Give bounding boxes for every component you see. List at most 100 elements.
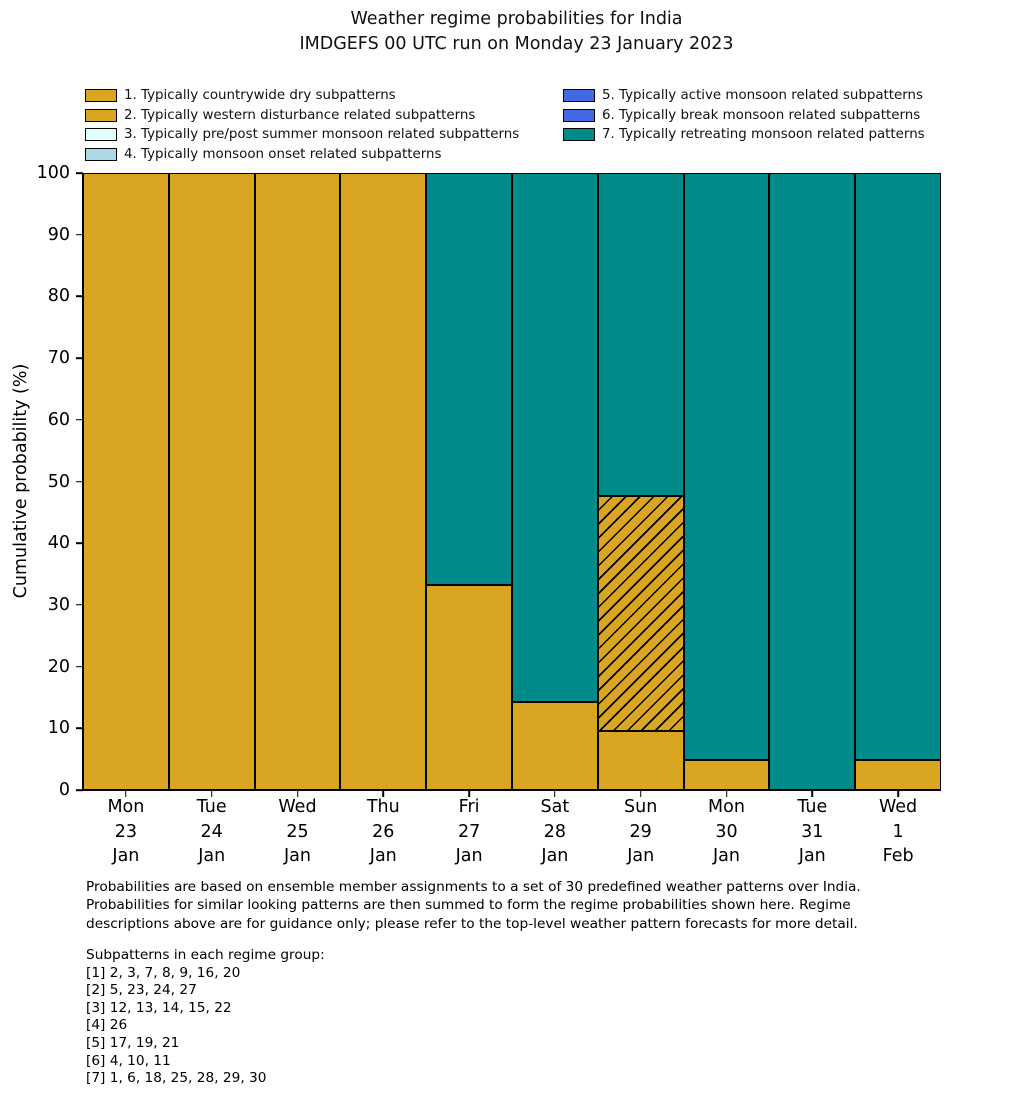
subpatterns-line: [4] 26 <box>86 1017 128 1034</box>
x-tick-label-line: Sat <box>540 797 570 817</box>
y-tick-mark <box>76 604 83 606</box>
y-tick-label: 10 <box>47 718 70 739</box>
bar-segment <box>168 173 255 790</box>
bar <box>340 173 427 790</box>
bar-segment <box>597 731 684 790</box>
y-tick-mark <box>76 233 83 236</box>
legend-swatch <box>85 148 117 162</box>
x-tick-label-line: Jan <box>713 846 740 866</box>
legend-item: 7. Typically retreating monsoon related … <box>563 125 925 145</box>
subpatterns-heading: Subpatterns in each regime group: <box>86 947 325 963</box>
x-tick-label: Mon 23 Jan <box>83 795 169 869</box>
y-tick-mark <box>76 789 83 791</box>
x-tick-label-line: Tue <box>196 797 227 817</box>
x-tick-mark <box>210 790 213 797</box>
bar-segment <box>254 173 341 790</box>
x-axis-spine <box>82 789 941 791</box>
legend-swatch <box>85 108 117 122</box>
bar <box>426 173 512 790</box>
y-tick-label: 100 <box>36 163 70 183</box>
legend-column-right: 5. Typically active monsoon related subp… <box>563 86 925 145</box>
x-tick-label-line: Jan <box>627 846 655 866</box>
legend-item: 2. Typically western disturbance related… <box>85 106 519 126</box>
y-tick-mark <box>76 357 83 359</box>
bars-container <box>83 173 941 790</box>
x-tick-label-line: Jan <box>198 846 226 866</box>
x-tick-label-line: Sun <box>624 797 658 817</box>
footer-line: Probabilities are based on ensemble memb… <box>86 879 861 895</box>
x-tick-label-line: Jan <box>455 846 483 866</box>
bar-segment <box>683 173 770 761</box>
footer-line: Probabilities for similar looking patter… <box>86 897 851 914</box>
x-tick-label: Sat 28 Jan <box>512 795 598 869</box>
x-tick-mark <box>296 790 299 797</box>
legend-item: 1. Typically countrywide dry subpatterns <box>85 86 519 106</box>
x-axis-ticks: Mon 23 Jan Tue 24 Jan Wed 25 Jan Thu 26 Jan Fri 27 Jan… <box>83 790 941 880</box>
y-tick-label: 20 <box>47 656 70 677</box>
plot-area <box>82 173 941 791</box>
y-tick-label: 80 <box>47 286 70 307</box>
x-tick-label-line: 25 <box>286 821 309 842</box>
legend-item: 6. Typically break monsoon related subpa… <box>563 106 925 126</box>
legend-label: 2. Typically western disturbance related… <box>124 107 476 123</box>
x-tick-label: Tue 24 Jan <box>169 795 255 869</box>
y-tick-mark <box>76 172 83 174</box>
x-tick-label-line: 23 <box>114 821 138 842</box>
x-tick-mark <box>725 790 728 797</box>
y-tick-label: 40 <box>47 533 70 554</box>
x-tick-label-line: 28 <box>543 821 567 842</box>
y-tick-label: 60 <box>47 409 70 430</box>
bar-segment <box>83 173 169 790</box>
bar-segment <box>511 173 598 702</box>
legend-swatch <box>563 89 595 103</box>
legend-item: 5. Typically active monsoon related subp… <box>563 86 925 106</box>
x-tick-label-line: 29 <box>629 821 652 842</box>
x-tick-mark <box>897 790 899 797</box>
bar <box>597 173 684 790</box>
legend-swatch <box>563 108 595 122</box>
bar <box>168 173 255 790</box>
x-tick-label-line: Tue <box>797 797 828 817</box>
y-tick-mark <box>76 480 83 483</box>
chart-title-block: Weather regime probabilities for India I… <box>0 7 1033 56</box>
legend-swatch <box>563 128 595 142</box>
x-tick-label-line: 24 <box>200 821 223 842</box>
y-tick-mark <box>76 665 83 668</box>
x-tick-label-line: 26 <box>372 821 395 842</box>
legend-swatch <box>85 89 117 103</box>
legend-item: 3. Typically pre/post summer monsoon rel… <box>85 125 519 145</box>
bar-segment <box>340 173 427 790</box>
legend-label: 3. Typically pre/post summer monsoon rel… <box>124 127 520 143</box>
x-tick-mark <box>639 790 642 797</box>
legend-column-left: 1. Typically countrywide dry subpatterns… <box>85 86 519 164</box>
x-tick-label-line: 27 <box>457 821 481 842</box>
x-tick-label-line: Jan <box>369 846 397 866</box>
x-tick-mark <box>468 790 470 797</box>
chart-title: Weather regime probabilities for India <box>350 9 683 29</box>
footer-note: Probabilities are based on ensemble memb… <box>86 878 861 933</box>
y-axis-ticks: 0 10 20 30 40 50 60 70 80 90 100 <box>0 163 83 800</box>
x-tick-label-line: Fri <box>458 797 480 817</box>
x-tick-mark <box>554 790 556 797</box>
x-tick-label-line: Jan <box>112 846 140 866</box>
x-tick-label-line: 1 <box>892 821 904 842</box>
bar-segment <box>511 701 598 790</box>
legend-item: 4. Typically monsoon onset related subpa… <box>85 145 519 165</box>
y-tick-mark <box>76 419 83 421</box>
y-tick-label: 90 <box>47 224 70 245</box>
y-axis-spine <box>82 173 84 790</box>
subpatterns-line: [5] 17, 19, 21 <box>86 1034 180 1051</box>
legend-label: 7. Typically retreating monsoon related … <box>602 127 925 143</box>
bar-segment <box>855 760 941 790</box>
x-tick-mark <box>382 790 385 797</box>
bar-segment <box>426 584 512 790</box>
subpatterns-line: [6] 4, 10, 11 <box>86 1052 171 1069</box>
x-tick-label-line: Feb <box>882 846 914 866</box>
legend-label: 6. Typically break monsoon related subpa… <box>602 107 921 123</box>
y-tick-mark <box>76 542 83 544</box>
y-tick-label: 50 <box>47 471 70 492</box>
subpatterns-line: [7] 1, 6, 18, 25, 28, 29, 30 <box>86 1070 267 1087</box>
x-tick-label: Mon 30 Jan <box>684 795 770 869</box>
bar-segment <box>426 173 512 585</box>
x-tick-label: Thu 26 Jan <box>340 795 426 869</box>
